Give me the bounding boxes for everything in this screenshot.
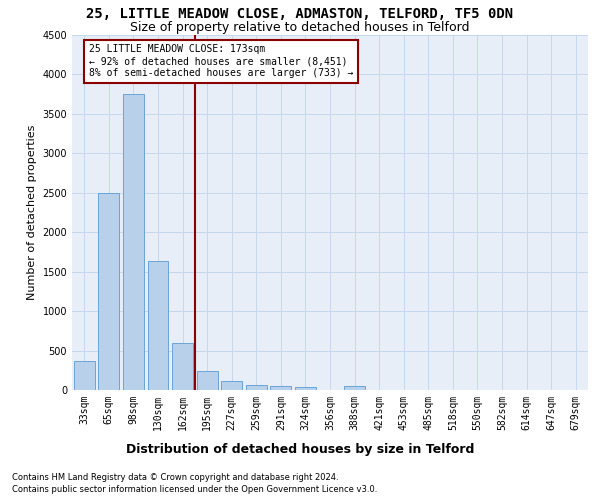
Bar [221,382,242,390]
Bar [197,372,218,390]
Bar [148,260,169,390]
Bar [172,342,193,390]
Text: 25 LITTLE MEADOW CLOSE: 173sqm
← 92% of detached houses are smaller (8,451)
8% o: 25 LITTLE MEADOW CLOSE: 173sqm ← 92% of … [89,44,353,78]
Text: Size of property relative to detached houses in Telford: Size of property relative to detached ho… [130,21,470,34]
Text: Contains public sector information licensed under the Open Government Licence v3: Contains public sector information licen… [12,485,377,494]
Bar [246,385,267,390]
Bar [271,386,292,390]
Bar [344,386,365,390]
Y-axis label: Number of detached properties: Number of detached properties [27,125,37,300]
Bar [123,94,144,390]
Bar [295,387,316,390]
Text: Distribution of detached houses by size in Telford: Distribution of detached houses by size … [126,442,474,456]
Text: Contains HM Land Registry data © Crown copyright and database right 2024.: Contains HM Land Registry data © Crown c… [12,472,338,482]
Bar [74,361,95,390]
Bar [98,193,119,390]
Text: 25, LITTLE MEADOW CLOSE, ADMASTON, TELFORD, TF5 0DN: 25, LITTLE MEADOW CLOSE, ADMASTON, TELFO… [86,8,514,22]
